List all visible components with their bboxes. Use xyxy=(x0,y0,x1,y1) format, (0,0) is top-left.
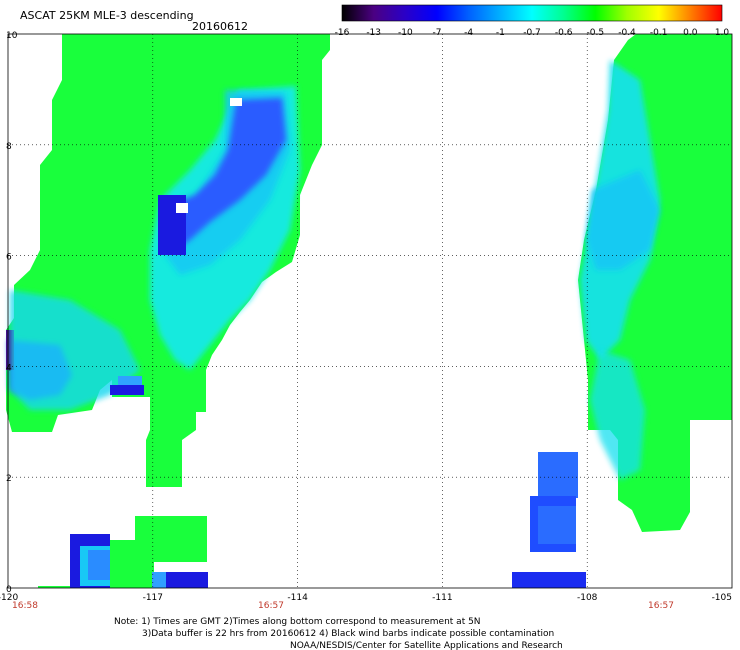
colorbar-tick-label: -0.4 xyxy=(618,28,636,38)
left-swath-south-green-3 xyxy=(38,586,70,588)
right-swath-south-cyan xyxy=(590,350,645,480)
right-swath-lightblue xyxy=(586,170,660,270)
swath-layer xyxy=(6,34,732,588)
left-swath-blue xyxy=(165,98,286,250)
y-tick-label: 6 xyxy=(6,253,12,263)
gridlines xyxy=(8,34,732,588)
colorbar-gradient xyxy=(341,4,723,22)
right-swath-blue-bottom xyxy=(512,572,586,588)
colorbar-tick-label: -16 xyxy=(335,28,350,38)
left-swath xyxy=(6,34,330,588)
time-label-center: 16:57 xyxy=(258,601,284,611)
colorbar-tick-label: -0.1 xyxy=(650,28,668,38)
map-title: ASCAT 25KM MLE-3 descending xyxy=(20,9,194,22)
colorbar xyxy=(341,4,723,22)
map-date: 20160612 xyxy=(192,20,248,33)
left-swath-gap-2 xyxy=(230,98,242,106)
colorbar-tick-label: 0.0 xyxy=(683,28,698,38)
right-swath-blue-mid-inner xyxy=(538,506,576,544)
y-axis-ticks: 0 2 4 6 8 10 xyxy=(6,31,18,595)
colorbar-labels: -16 -13 -10 -7 -4 -1 -0.7 -0.6 -0.5 -0.4 -0.1 0.0 1.… xyxy=(335,28,730,38)
colorbar-tick-label: -0.7 xyxy=(523,28,541,38)
colorbar-tick-label: -10 xyxy=(398,28,413,38)
y-tick-label: 0 xyxy=(6,585,12,595)
right-swath xyxy=(512,34,732,588)
note-line-3: NOAA/NESDIS/Center for Satellite Applica… xyxy=(290,641,563,650)
colorbar-tick-label: -4 xyxy=(464,28,473,38)
colorbar-tick-label: -0.5 xyxy=(587,28,605,38)
left-swath-south-mid-blue xyxy=(88,550,110,580)
left-swath-west-cyan xyxy=(10,290,140,410)
colorbar-tick-label: -7 xyxy=(433,28,442,38)
x-tick-label: -114 xyxy=(287,593,308,603)
colorbar-tick-label: -0.6 xyxy=(555,28,573,38)
x-tick-label: -105 xyxy=(712,593,732,603)
x-axis-ticks: -120 -117 -114 -111 -108 -105 xyxy=(0,593,732,603)
x-tick-label: -120 xyxy=(0,593,18,603)
left-swath-small-blue xyxy=(118,376,142,385)
colorbar-tick-label: 1.0 xyxy=(715,28,730,38)
y-tick-label: 2 xyxy=(6,474,12,484)
left-swath-south-green-2 xyxy=(110,540,154,588)
right-swath-blue-top xyxy=(538,452,578,498)
left-swath-blue-bar xyxy=(110,385,144,395)
y-tick-label: 4 xyxy=(6,363,12,373)
y-tick-label: 10 xyxy=(6,31,18,41)
colorbar-tick-label: -13 xyxy=(366,28,381,38)
y-tick-label: 8 xyxy=(6,142,12,152)
left-swath-gap xyxy=(176,203,188,213)
time-label-right: 16:57 xyxy=(648,601,674,611)
x-tick-label: -117 xyxy=(143,593,163,603)
note-line-2: 3)Data buffer is 22 hrs from 20160612 4)… xyxy=(142,629,554,639)
plot-frame xyxy=(7,33,733,589)
time-label-left: 16:58 xyxy=(12,601,38,611)
left-swath-south-tail-cyan xyxy=(152,572,166,588)
x-tick-label: -111 xyxy=(432,593,452,603)
note-line-1: Note: 1) Times are GMT 2)Times along bot… xyxy=(114,617,481,627)
x-tick-label: -108 xyxy=(577,593,598,603)
colorbar-tick-label: -1 xyxy=(496,28,505,38)
